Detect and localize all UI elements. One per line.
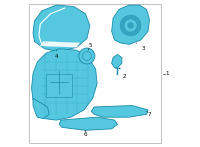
Polygon shape	[59, 117, 117, 130]
Polygon shape	[33, 5, 90, 52]
Text: 4: 4	[55, 50, 58, 59]
Polygon shape	[33, 98, 49, 119]
Polygon shape	[112, 55, 122, 68]
Text: 5: 5	[88, 43, 92, 50]
Bar	[46, 74, 72, 97]
Text: 2: 2	[119, 68, 127, 79]
Text: 6: 6	[84, 130, 87, 137]
Circle shape	[124, 19, 137, 32]
Text: 7: 7	[147, 111, 151, 117]
Circle shape	[79, 48, 95, 64]
Circle shape	[120, 15, 141, 36]
Text: 1: 1	[165, 71, 168, 76]
Polygon shape	[112, 5, 150, 44]
Circle shape	[128, 22, 133, 28]
Text: 3: 3	[136, 43, 145, 51]
Circle shape	[82, 52, 91, 60]
Polygon shape	[32, 49, 97, 120]
Polygon shape	[91, 106, 148, 117]
Polygon shape	[40, 41, 80, 47]
